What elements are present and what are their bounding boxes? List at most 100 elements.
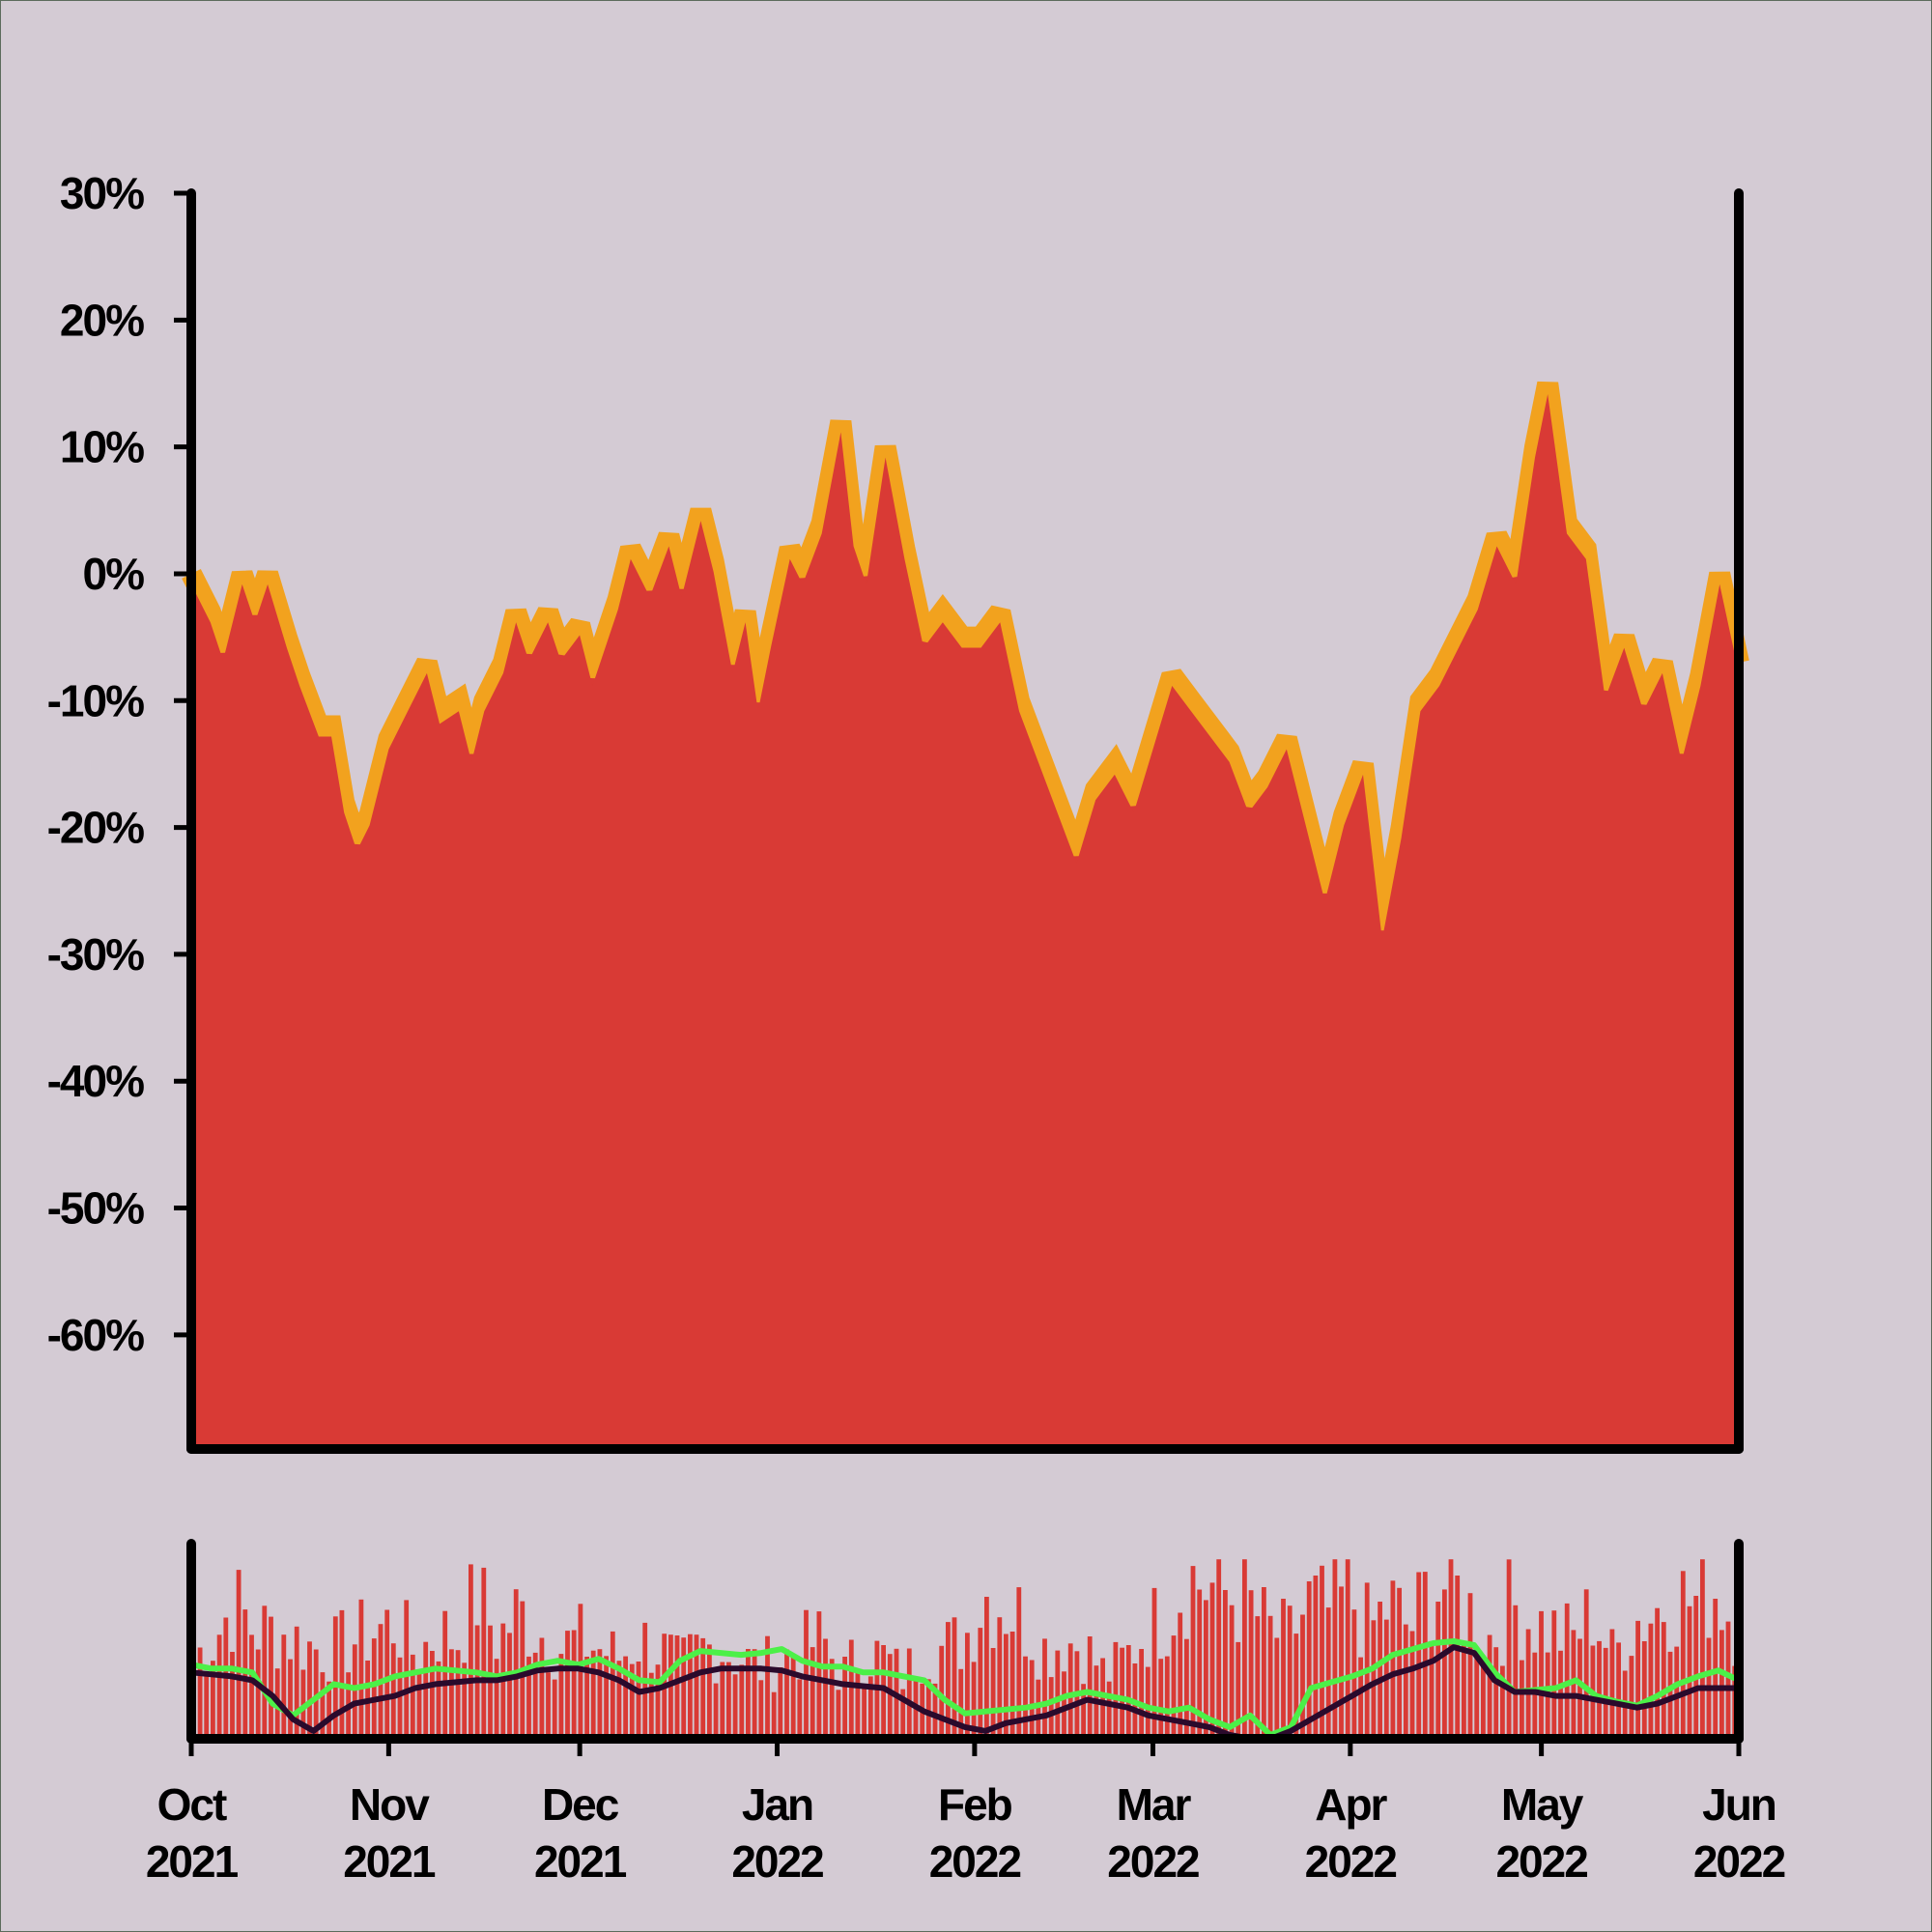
volume-bar xyxy=(900,1689,906,1739)
volume-bar xyxy=(1300,1614,1305,1739)
volume-bar xyxy=(507,1633,512,1739)
volume-bar xyxy=(481,1567,487,1739)
volume-bar xyxy=(1609,1629,1615,1739)
volume-bar xyxy=(707,1644,712,1739)
volume-bar xyxy=(397,1657,403,1739)
volume-bar xyxy=(532,1652,538,1739)
volume-bar xyxy=(1036,1679,1041,1739)
volume-bar xyxy=(1409,1631,1415,1739)
y-tick-label: 20% xyxy=(60,295,144,345)
volume-bar xyxy=(1184,1638,1189,1739)
volume-bar xyxy=(1378,1602,1382,1739)
volume-bar xyxy=(1081,1684,1086,1739)
volume-bar xyxy=(829,1659,835,1739)
volume-bar xyxy=(1493,1647,1499,1739)
volume-bar xyxy=(713,1683,719,1739)
volume-bar xyxy=(1397,1587,1402,1739)
y-tick-label: -30% xyxy=(47,929,144,980)
volume-bar xyxy=(842,1657,847,1739)
volume-bar xyxy=(932,1683,938,1739)
volume-bar xyxy=(720,1662,725,1739)
volume-bar xyxy=(1113,1641,1119,1739)
volume-bar xyxy=(1125,1645,1131,1739)
y-tick-label: -50% xyxy=(47,1183,144,1234)
volume-bar xyxy=(1648,1623,1654,1739)
volume-bar xyxy=(1442,1589,1447,1739)
volume-bar xyxy=(1693,1596,1699,1739)
volume-bar xyxy=(990,1648,996,1739)
y-tick-label: -20% xyxy=(47,803,144,853)
volume-bar xyxy=(1087,1636,1093,1739)
volume-bar xyxy=(984,1597,989,1739)
volume-bar xyxy=(1571,1630,1577,1739)
volume-bar xyxy=(1267,1615,1273,1739)
volume-bar xyxy=(1164,1656,1170,1739)
x-tick-label-month: Oct xyxy=(157,1779,227,1830)
volume-bar xyxy=(752,1649,757,1739)
volume-bar xyxy=(1462,1640,1466,1739)
volume-bar xyxy=(1422,1572,1428,1739)
volume-bar xyxy=(797,1679,803,1739)
volume-bar xyxy=(1474,1652,1480,1739)
volume-bar xyxy=(952,1617,957,1739)
volume-bar xyxy=(288,1659,293,1739)
volume-bar xyxy=(1358,1657,1363,1739)
volume-bar xyxy=(1655,1607,1660,1739)
volume-bar xyxy=(416,1672,422,1739)
volume-bar xyxy=(423,1641,429,1739)
x-tick-label-year: 2022 xyxy=(1107,1836,1199,1887)
volume-bar xyxy=(1725,1621,1731,1739)
volume-bar xyxy=(978,1628,983,1739)
volume-bar xyxy=(211,1661,215,1739)
volume-bar xyxy=(1120,1647,1124,1739)
volume-bar xyxy=(1190,1566,1196,1739)
volume-bar xyxy=(1048,1677,1054,1739)
volume-bar xyxy=(1139,1649,1144,1739)
volume-bar xyxy=(823,1638,828,1739)
x-tick-label-month: Nov xyxy=(350,1779,430,1830)
volume-bar xyxy=(358,1599,364,1739)
volume-bar xyxy=(1390,1580,1396,1739)
volume-bar xyxy=(332,1616,338,1739)
volume-bar xyxy=(1062,1671,1066,1739)
x-tick-label-month: Apr xyxy=(1315,1779,1387,1830)
volume-bar xyxy=(249,1634,254,1739)
y-tick-label: -40% xyxy=(47,1056,144,1106)
volume-bar xyxy=(339,1609,345,1739)
volume-bar xyxy=(1700,1559,1705,1739)
volume-bar xyxy=(1661,1622,1666,1739)
volume-bar xyxy=(1429,1640,1435,1739)
volume-bar xyxy=(1364,1582,1370,1739)
volume-bar xyxy=(1274,1637,1280,1739)
volume-bar xyxy=(746,1649,751,1739)
volume-bar xyxy=(269,1616,273,1739)
volume-bar xyxy=(410,1654,415,1739)
volume-bar xyxy=(1525,1629,1531,1739)
volume-bar xyxy=(732,1674,738,1739)
volume-bar xyxy=(1009,1632,1015,1739)
volume-bar xyxy=(1332,1559,1338,1739)
volume-bar xyxy=(513,1589,519,1739)
volume-bar xyxy=(1313,1576,1319,1739)
volume-bar xyxy=(1287,1605,1293,1739)
volume-bar xyxy=(1306,1581,1312,1739)
volume-bar xyxy=(997,1617,1003,1739)
volume-bar xyxy=(236,1570,242,1739)
volume-bar xyxy=(1583,1589,1589,1739)
volume-bar xyxy=(1223,1590,1228,1739)
volume-bar xyxy=(565,1631,570,1739)
x-tick-label-year: 2022 xyxy=(1693,1836,1785,1887)
volume-bar xyxy=(1320,1565,1324,1739)
volume-bar xyxy=(1635,1620,1640,1739)
volume-bar xyxy=(1416,1572,1422,1739)
volume-bar xyxy=(1616,1642,1621,1739)
volume-bar xyxy=(1242,1559,1247,1739)
volume-bar xyxy=(971,1662,977,1739)
volume-bar xyxy=(765,1635,770,1739)
x-tick-label-year: 2021 xyxy=(343,1836,436,1887)
volume-bar xyxy=(449,1649,454,1739)
area-fill-body xyxy=(191,394,1739,1449)
volume-bar xyxy=(1158,1659,1164,1739)
volume-bar xyxy=(442,1610,448,1739)
volume-bar xyxy=(1371,1620,1377,1739)
